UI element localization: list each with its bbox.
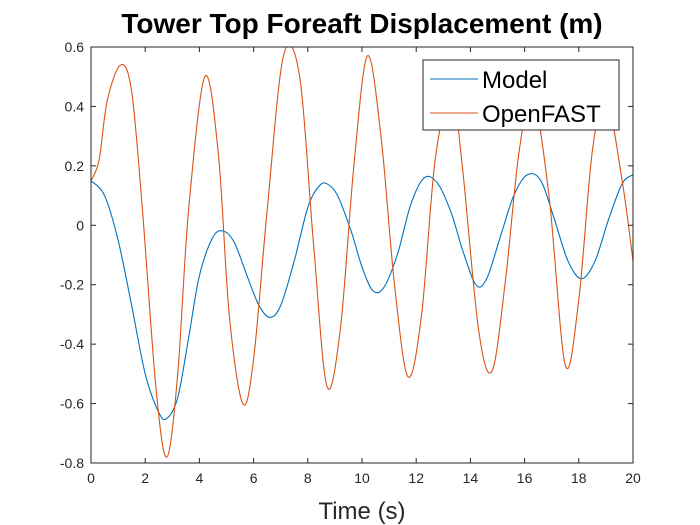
y-tick-label: 0.4 [65, 98, 85, 114]
x-tick-label: 6 [250, 470, 258, 486]
y-ticks: -0.8 -0.6 -0.4 -0.2 0 0.2 0.4 0.6 [60, 39, 633, 471]
x-tick-label: 12 [408, 470, 424, 486]
x-tick-label: 10 [354, 470, 370, 486]
y-tick-label: -0.4 [60, 336, 84, 352]
x-tick-label: 14 [463, 470, 479, 486]
y-tick-label: 0 [76, 217, 84, 233]
x-ticks: 0 2 4 6 8 10 12 14 16 18 20 [87, 47, 641, 486]
x-tick-label: 0 [87, 470, 95, 486]
y-tick-label: -0.8 [60, 455, 84, 471]
legend-label-openfast: OpenFAST [482, 101, 601, 128]
x-tick-label: 18 [571, 470, 587, 486]
series-line-model [91, 173, 633, 421]
chart-title: Tower Top Foreaft Displacement (m) [121, 8, 602, 39]
x-tick-label: 8 [304, 470, 312, 486]
x-tick-label: 20 [625, 470, 641, 486]
x-tick-label: 16 [517, 470, 533, 486]
legend: Model OpenFAST [422, 59, 620, 131]
x-tick-label: 2 [141, 470, 149, 486]
x-tick-label: 4 [196, 470, 204, 486]
y-tick-label: -0.6 [60, 396, 84, 412]
y-tick-label: 0.2 [65, 158, 85, 174]
x-axis-label: Time (s) [318, 498, 405, 525]
legend-label-model: Model [482, 67, 547, 94]
y-tick-label: -0.2 [60, 277, 84, 293]
legend-box [422, 59, 620, 131]
y-tick-label: 0.6 [65, 39, 85, 55]
